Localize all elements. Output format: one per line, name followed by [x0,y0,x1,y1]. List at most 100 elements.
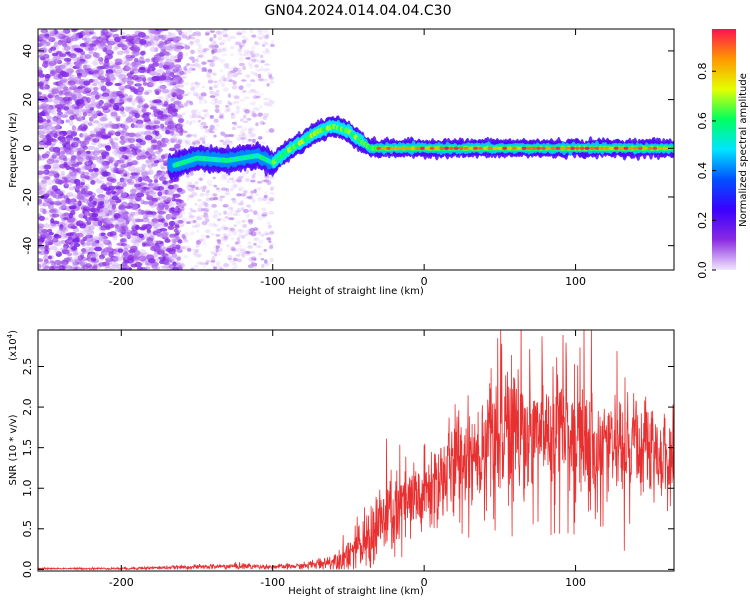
spectrogram-noise-cell [217,239,222,245]
spectrogram-noise-cell [129,211,136,216]
spectrogram-peak-cell [618,146,624,150]
spectrogram-noise-cell [220,187,228,191]
spectrogram-peak-cell [458,146,464,150]
spectrogram-noise-cell [140,188,147,193]
spectrogram-noise-cell [237,258,242,263]
spectrogram-noise-cell [56,86,63,91]
spectrogram-noise-cell [59,83,65,88]
spectrogram-noise-cell [119,238,124,244]
spectrogram-noise-cell [257,78,264,82]
spectrogram-noise-cell [101,161,107,167]
spectrogram-noise-cell [101,95,109,100]
spectrogram-peak-cell [604,146,609,150]
spectrogram-noise-cell [52,191,58,197]
spectrogram-noise-cell [84,241,92,246]
spectrogram-noise-cell [231,248,237,252]
spectrogram-noise-cell [268,128,275,133]
spectrogram-noise-cell [202,242,207,246]
spectrogram-noise-cell [85,161,92,166]
spectrogram-noise-cell [140,130,149,136]
spectrogram-noise-cell [40,47,48,53]
spectrogram-noise-cell [166,46,175,52]
spectrogram-noise-cell [172,37,180,44]
colorbar-tick-label: 0.6 [696,112,709,129]
spectrogram-noise-cell [250,50,256,55]
spectrogram-noise-cell [251,45,256,50]
spectrogram-noise-cell [190,49,195,55]
spectrogram-noise-cell [269,76,274,80]
spectrogram-noise-cell [139,182,148,186]
spectrogram-noise-cell [232,183,239,188]
spectrogram-noise-cell [189,101,194,106]
spectrogram-noise-cell [157,191,163,197]
spectrogram-noise-cell [222,262,229,268]
spectrogram-noise-cell [109,77,114,81]
spectrogram-noise-cell [226,78,231,83]
spectrogram-noise-cell [68,212,74,219]
spectrogram-noise-cell [98,180,104,184]
spectrogram-noise-cell [168,189,175,195]
spectrogram-noise-cell [174,143,181,149]
spectrogram-noise-cell [38,190,46,195]
spectrogram-noise-cell [193,181,199,186]
spectrogram-noise-cell [51,213,60,218]
spectrogram-noise-cell [188,212,193,216]
spectrogram-noise-cell [137,110,142,115]
spectrogram-noise-cell [195,240,202,245]
spectrogram-noise-cell [63,177,68,184]
spectrogram-noise-cell [170,136,178,141]
spectrogram-noise-cell [63,243,70,249]
spectrogram-noise-cell [200,54,204,58]
spectrogram-noise-cell [88,247,95,252]
spectrogram-noise-cell [110,111,118,115]
spectrogram-noise-cell [98,71,105,75]
spectrogram-noise-cell [91,102,99,108]
spectrogram-noise-cell [124,138,132,142]
spectrogram-noise-cell [202,49,207,53]
spectrogram-noise-cell [65,110,74,115]
spectrogram-noise-cell [116,50,124,56]
spectrogram-noise-cell [131,68,140,74]
spectrogram-noise-cell [200,121,207,126]
spectrogram-noise-cell [105,81,113,86]
spectrogram-noise-cell [101,171,109,177]
spectrogram-noise-cell [148,125,157,131]
spectrogram-noise-cell [144,134,153,141]
spectrogram-noise-cell [74,47,82,53]
spectrogram-noise-cell [254,52,261,57]
spectrogram-noise-cell [230,112,235,116]
spectrogram-noise-cell [197,204,203,209]
spectrogram-noise-cell [95,187,104,194]
spectrogram-noise-cell [196,138,203,142]
spectrogram-noise-cell [88,196,93,202]
spectrogram-noise-cell [91,91,99,96]
spectrogram-noise-cell [41,175,46,181]
spectrogram-noise-cell [81,242,86,247]
spectrogram-noise-cell [264,190,268,196]
spectrogram-noise-cell [228,133,235,138]
spectrogram-noise-cell [130,239,139,244]
spectrogram-noise-cell [223,63,230,69]
spectrogram-noise-cell [89,68,98,72]
spectrogram-noise-cell [38,81,44,87]
spectrogram-noise-cell [258,239,264,244]
spectrogram-noise-cell [114,228,123,233]
spectrogram-noise-cell [58,133,64,137]
spectrogram-noise-cell [161,265,168,269]
spectrogram-peak-cell [550,146,556,150]
spectrogram-noise-cell [71,55,78,61]
colorbar-tick-label: 0.0 [696,261,709,279]
spectrogram-noise-cell [40,29,49,34]
spectrogram-noise-cell [93,111,99,115]
spectrogram-noise-cell [121,131,129,137]
spectrogram-noise-cell [93,86,99,91]
spectrogram-noise-cell [190,267,195,270]
spectrogram-noise-cell [181,217,188,222]
spectrogram-noise-cell [257,73,262,79]
spectrogram-noise-cell [222,87,229,92]
spectrogram-noise-cell [99,37,107,44]
spectrogram-noise-cell [112,94,118,100]
spectrogram-noise-cell [213,34,217,39]
spectrogram-noise-cell [101,64,110,70]
spectrogram-noise-cell [248,209,254,212]
